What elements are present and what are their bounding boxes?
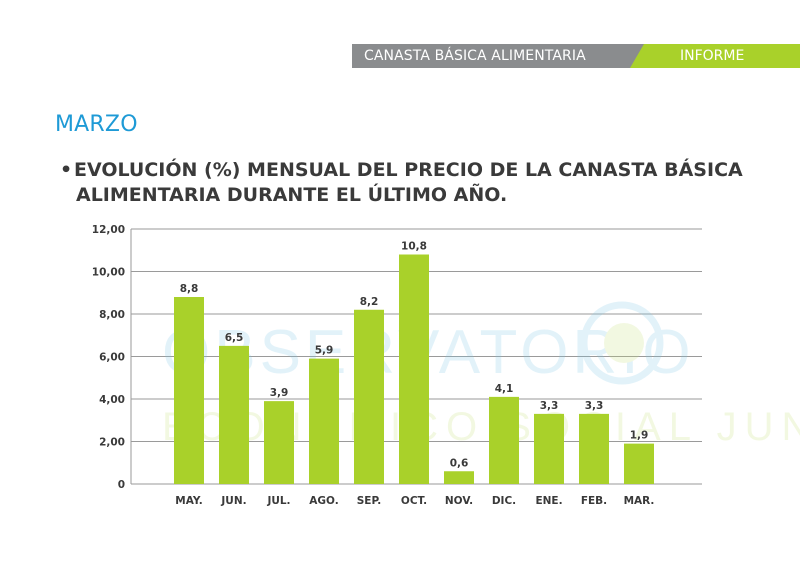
x-tick-label: JUL. bbox=[266, 495, 290, 507]
chart-heading-line2: ALIMENTARIA DURANTE EL ÚLTIMO AÑO. bbox=[76, 184, 508, 206]
value-label: 1,9 bbox=[630, 430, 649, 442]
bar-nov bbox=[444, 471, 474, 484]
bar-sep bbox=[354, 309, 384, 484]
bar-jun bbox=[219, 345, 249, 484]
x-tick-label: ENE. bbox=[535, 495, 562, 507]
bar-mar bbox=[624, 443, 654, 484]
month-title: MARZO bbox=[55, 112, 138, 137]
bar-dic bbox=[489, 396, 519, 484]
x-tick-label: JUN. bbox=[220, 495, 246, 507]
y-tick-label: 0 bbox=[118, 479, 125, 491]
bar-oct bbox=[399, 254, 429, 484]
bar-jul bbox=[264, 401, 294, 484]
y-tick-label: 4,00 bbox=[99, 394, 125, 406]
watermark-dot-icon bbox=[604, 323, 644, 363]
bar-feb bbox=[579, 413, 609, 484]
value-label: 3,3 bbox=[585, 400, 604, 412]
watermark-subtitle: ECONÓMICO SOCIAL JUNÍN bbox=[162, 404, 800, 449]
bar-ago bbox=[309, 358, 339, 484]
x-tick-label: OCT. bbox=[401, 495, 427, 507]
value-labels: 8,8 6,5 3,9 5,9 8,2 10,8 0,6 4,1 3,3 3,3 1,9 bbox=[180, 241, 649, 470]
watermark-ring-icon bbox=[580, 301, 664, 385]
value-label: 4,1 bbox=[495, 383, 514, 395]
bars bbox=[174, 254, 654, 484]
value-label: 6,5 bbox=[225, 332, 244, 344]
x-tick-label: DIC. bbox=[492, 495, 516, 507]
bar-ene bbox=[534, 413, 564, 484]
x-tick-label: FEB. bbox=[581, 495, 607, 507]
chart-heading-line1: EVOLUCIÓN (%) MENSUAL DEL PRECIO DE LA C… bbox=[74, 159, 743, 181]
value-label: 8,2 bbox=[360, 296, 379, 308]
y-tick-label: 12,00 bbox=[92, 224, 125, 236]
header-section-label: CANASTA BÁSICA ALIMENTARIA bbox=[352, 44, 644, 68]
x-tick-label: SEP. bbox=[357, 495, 382, 507]
value-label: 5,9 bbox=[315, 345, 334, 357]
header-tag-label: INFORME bbox=[630, 44, 800, 68]
y-tick-label: 6,00 bbox=[99, 352, 125, 364]
value-label: 10,8 bbox=[401, 241, 427, 253]
value-label: 3,9 bbox=[270, 387, 289, 399]
bar-may bbox=[174, 297, 204, 484]
value-label: 8,8 bbox=[180, 283, 199, 295]
x-tick-label: NOV. bbox=[445, 495, 473, 507]
bullet-icon: • bbox=[60, 159, 73, 181]
y-tick-label: 2,00 bbox=[99, 437, 125, 449]
y-tick-label: 8,00 bbox=[99, 309, 125, 321]
value-label: 0,6 bbox=[450, 457, 469, 469]
x-tick-labels: MAY. JUN. JUL. AGO. SEP. OCT. NOV. DIC. ENE. FEB.… bbox=[175, 495, 654, 507]
x-tick-label: MAR. bbox=[624, 495, 655, 507]
y-tick-label: 10,00 bbox=[92, 267, 125, 279]
value-label: 3,3 bbox=[540, 400, 559, 412]
x-tick-label: AGO. bbox=[309, 495, 338, 507]
x-tick-label: MAY. bbox=[175, 495, 202, 507]
y-tick-labels: 0 2,00 4,00 6,00 8,00 10,00 12,00 bbox=[92, 224, 125, 491]
watermark: OBSERVATORIO ECONÓMICO SOCIAL JUNÍN bbox=[162, 301, 800, 449]
